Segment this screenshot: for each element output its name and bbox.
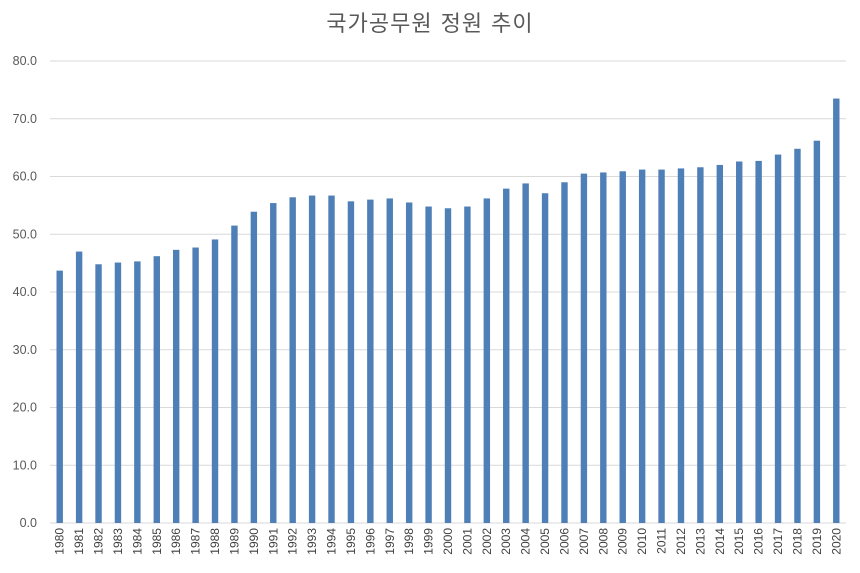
bar-2003 [503,188,510,523]
bar-1999 [425,206,432,523]
bar-2016 [755,160,762,523]
x-tick-label: 2018 [790,528,804,555]
x-tick-label: 2020 [829,528,843,555]
x-tick-label: 1982 [92,528,106,555]
x-tick-label: 1995 [344,528,358,555]
x-tick-label: 2002 [480,528,494,555]
y-tick-label: 70.0 [13,112,37,126]
bar-1995 [347,201,355,523]
x-tick-label: 1996 [363,528,377,555]
y-tick-label: 30.0 [13,343,37,357]
bar-1980 [56,270,63,523]
bar-2007 [580,173,588,524]
bar-1981 [75,251,83,523]
bar-2018 [794,148,801,523]
x-tick-label: 1985 [150,528,164,555]
y-tick-label: 10.0 [13,458,37,472]
x-tick-label: 1998 [402,528,416,555]
x-tick-label: 1991 [266,528,280,555]
x-tick-label: 2008 [596,528,610,555]
x-tick-label: 2011 [655,528,669,554]
bar-2014 [716,164,724,523]
bar-2005 [541,193,549,523]
bar-2011 [658,169,665,523]
x-tick-label: 2006 [557,528,571,555]
bar-2006 [561,182,568,523]
bar-1992 [289,197,296,524]
bar-1991 [270,203,277,523]
bar-2004 [522,183,529,523]
bar-1989 [231,225,238,523]
x-tick-label: 2003 [499,528,513,555]
bar-2001 [464,206,471,523]
x-tick-label: 1989 [227,528,241,555]
bar-1993 [308,195,316,523]
bar-2000 [444,208,452,523]
x-tick-label: 1993 [305,528,319,555]
bar-2002 [483,198,491,523]
y-tick-label: 20.0 [13,401,37,415]
bar-1986 [172,249,180,523]
bar-2015 [736,161,743,524]
x-tick-label: 1981 [72,528,86,555]
x-tick-label: 1987 [189,528,203,555]
bar-1996 [367,199,374,523]
bar-2019 [813,140,821,523]
x-tick-label: 1980 [53,528,67,555]
x-tick-label: 2010 [635,528,649,555]
x-tick-label: 2014 [713,528,727,555]
x-tick-label: 1983 [111,528,125,555]
x-tick-label: 2007 [577,528,591,555]
x-tick-label: 2009 [616,528,630,555]
bar-1984 [134,261,141,523]
bar-1982 [95,264,102,523]
x-tick-label: 2000 [441,528,455,555]
bar-1990 [250,211,258,524]
x-tick-label: 2001 [460,528,474,555]
bar-2012 [677,168,685,524]
x-tick-label: 2012 [674,528,688,555]
bar-2020 [833,98,840,523]
x-tick-label: 2015 [732,528,746,555]
bar-1983 [114,262,122,523]
chart-title: 국가공무원 정원 추이 [326,12,534,37]
x-tick-label: 1992 [286,528,300,555]
bar-2017 [774,154,782,523]
x-tick-label: 1986 [169,528,183,555]
bar-1994 [328,195,335,523]
bar-2008 [600,172,607,523]
y-tick-label: 60.0 [13,170,37,184]
bar-1998 [405,202,413,524]
x-tick-label: 1990 [247,528,261,555]
y-tick-label: 50.0 [13,227,37,241]
x-tick-label: 2004 [519,528,533,555]
bar-1997 [386,198,393,523]
bar-2009 [619,171,626,524]
y-tick-label: 0.0 [20,516,37,530]
bar-1987 [192,247,199,523]
bar-1985 [153,256,160,523]
x-tick-label: 2017 [771,528,785,555]
bar-1988 [211,239,219,523]
y-tick-label: 80.0 [13,54,37,68]
x-tick-label: 2019 [810,528,824,555]
bar-2013 [697,167,704,523]
y-tick-label: 40.0 [13,285,37,299]
x-tick-label: 1997 [383,528,397,555]
x-tick-label: 2005 [538,528,552,555]
x-tick-label: 1994 [325,528,339,555]
x-tick-label: 2013 [693,528,707,555]
x-tick-label: 1999 [422,528,436,555]
x-tick-label: 1984 [130,528,144,555]
x-tick-label: 1988 [208,528,222,555]
bar-2010 [638,169,646,523]
x-tick-label: 2016 [752,528,766,555]
